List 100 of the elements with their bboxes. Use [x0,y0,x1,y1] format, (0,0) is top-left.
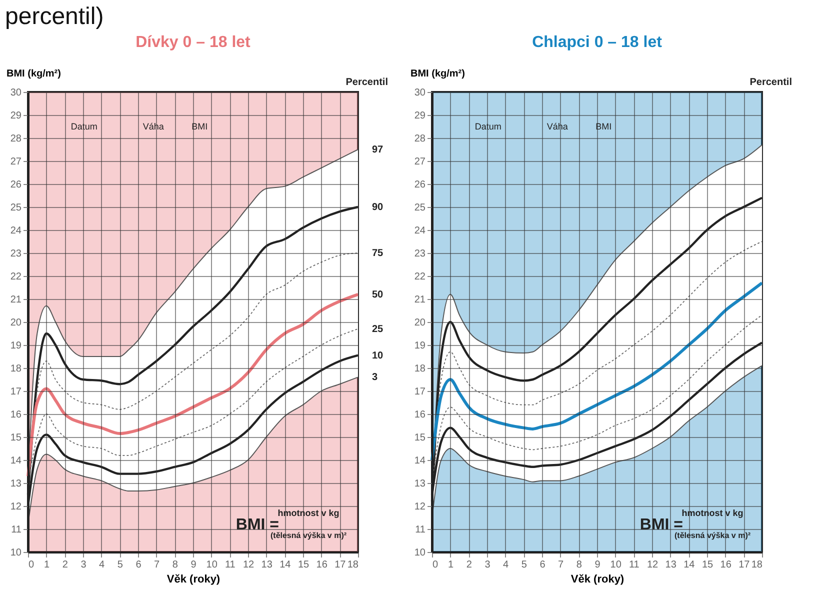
annotation: Váha [546,122,568,132]
y-tick-label: 26 [10,180,22,190]
series-label: 50 [372,289,384,300]
x-axis-title: Věk (roky) [166,574,220,586]
chart-title: Dívky 0 – 18 let [136,34,252,51]
x-tick-label: 8 [172,560,178,570]
series-label: 10 [372,350,384,362]
y-tick-label: 12 [414,502,426,512]
series-label: 75 [372,248,384,259]
annotation: (tělesná výška v m)² [270,530,347,540]
x-tick-label: 17 [334,560,346,570]
annotation: BMI [192,122,208,132]
x-tick-label: 5 [521,560,528,570]
annotation: Datum [70,122,98,132]
x-tick-label: 14 [684,560,696,570]
x-tick-label: 1 [44,560,50,570]
y-tick-label: 23 [10,248,22,260]
annotation: BMI = [236,516,280,534]
x-tick-label: 9 [594,560,601,570]
y-tick-label: 30 [10,88,22,98]
x-tick-label: 13 [665,560,677,570]
y-tick-label: 24 [10,226,22,236]
y-tick-label: 15 [414,432,426,444]
x-tick-label: 9 [190,560,197,570]
x-tick-label: 7 [154,560,160,570]
x-tick-label: 1 [448,560,454,570]
y-tick-label: 27 [10,156,22,168]
y-tick-label: 19 [414,340,426,352]
y-tick-label: 16 [414,410,426,420]
y-tick-label: 13 [414,478,426,490]
x-axis-title: Věk (roky) [570,574,624,586]
x-tick-label: 0 [432,560,438,570]
y-tick-label: 21 [414,294,426,306]
y-tick-label: 20 [414,318,426,328]
x-tick-label: 11 [628,560,640,570]
y-tick-label: 28 [414,134,426,144]
x-tick-label: 15 [702,560,714,570]
annotation: hmotnost v kg [278,508,340,518]
x-tick-label: 4 [99,560,106,570]
y-tick-label: 29 [414,110,426,122]
y-tick-label: 24 [414,226,426,236]
y-tick-label: 17 [414,386,426,398]
x-tick-label: 10 [610,560,622,570]
y-tick-label: 11 [11,524,22,536]
x-tick-label: 3 [484,560,491,570]
y-tick-label: 14 [414,456,426,466]
y-tick-label: 10 [10,548,22,558]
y-tick-label: 18 [10,364,22,374]
x-tick-label: 15 [298,560,310,570]
y-tick-label: 27 [414,156,426,168]
x-tick-label: 10 [206,560,218,570]
x-tick-label: 6 [540,560,546,570]
y-axis-title: BMI (kg/m²) [410,68,465,80]
y-tick-label: 10 [414,548,426,558]
x-tick-label: 2 [62,560,68,570]
y-tick-label: 11 [415,524,426,536]
legend-title: Percentil [750,77,792,88]
x-tick-label: 18 [751,560,763,570]
chart-title: Chlapci 0 – 18 let [532,34,663,51]
x-tick-label: 0 [28,560,34,570]
y-tick-label: 20 [10,318,22,328]
x-tick-label: 8 [576,560,582,570]
annotation: hmotnost v kg [682,508,744,518]
x-tick-label: 6 [136,560,142,570]
y-tick-label: 12 [10,502,22,512]
y-tick-label: 25 [414,202,426,214]
x-tick-label: 11 [224,560,236,570]
x-tick-label: 16 [316,560,328,570]
y-tick-label: 26 [414,180,426,190]
y-tick-label: 22 [10,272,22,282]
annotation: BMI = [640,516,684,534]
y-tick-label: 19 [10,340,22,352]
series-label: 90 [372,202,384,213]
series-label: 25 [372,324,384,335]
y-tick-label: 22 [414,272,426,282]
annotation: BMI [596,122,612,132]
y-tick-label: 21 [10,294,22,306]
x-tick-label: 12 [646,560,658,570]
x-tick-label: 12 [242,560,254,570]
x-tick-label: 16 [720,560,732,570]
annotation: (tělesná výška v m)² [674,530,751,540]
x-tick-label: 2 [466,560,472,570]
x-tick-label: 5 [117,560,124,570]
y-tick-label: 23 [414,248,426,260]
x-tick-label: 13 [261,560,273,570]
y-tick-label: 18 [414,364,426,374]
annotation: Datum [474,122,502,132]
y-tick-label: 14 [10,456,22,466]
text: percentil) [5,3,104,30]
x-tick-label: 14 [280,560,292,570]
y-tick-label: 17 [10,386,22,398]
series-label: 97 [372,144,384,156]
legend-title: Percentil [346,77,388,88]
y-axis-title: BMI (kg/m²) [6,68,61,80]
y-tick-label: 13 [10,478,22,490]
y-tick-label: 29 [10,110,22,122]
y-tick-label: 30 [414,88,426,98]
x-tick-label: 4 [503,560,510,570]
y-tick-label: 25 [10,202,22,214]
annotation: Váha [142,122,164,132]
